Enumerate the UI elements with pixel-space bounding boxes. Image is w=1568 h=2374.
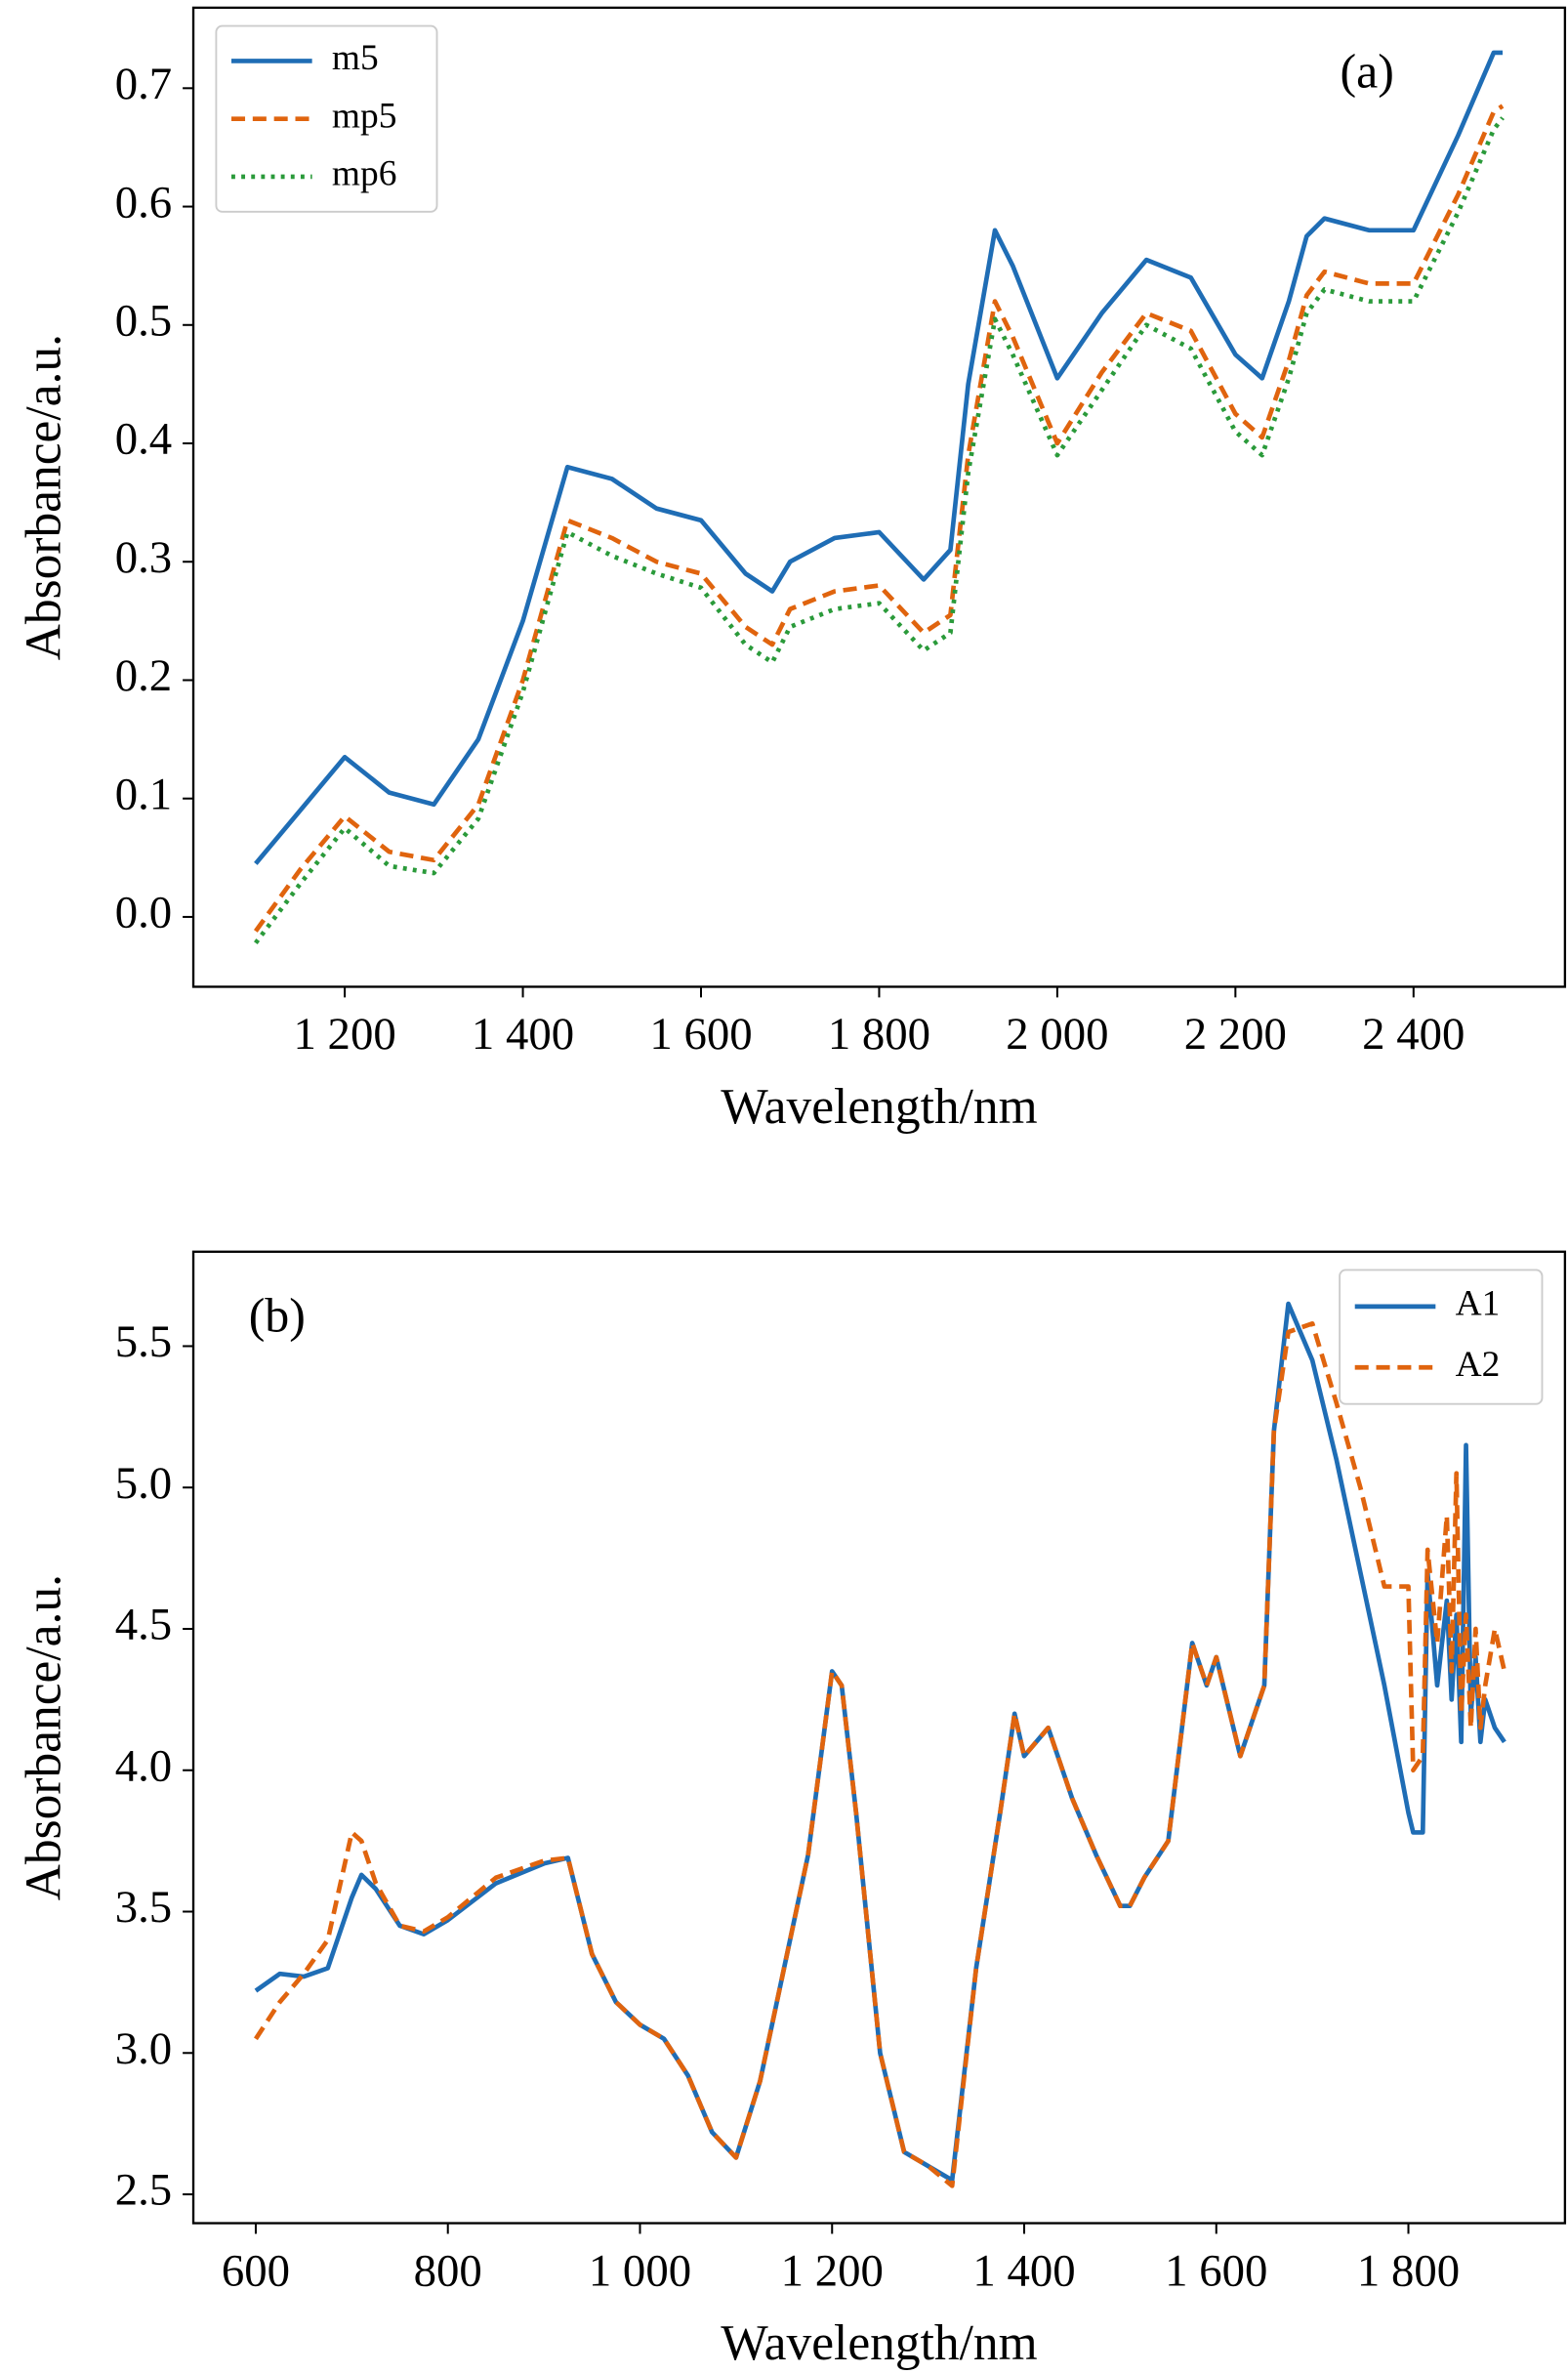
x-tick-label: 2 200: [1184, 1009, 1287, 1060]
y-axis-label: Absorbance/a.u.: [17, 1574, 72, 1900]
x-tick-label: 1 400: [472, 1009, 574, 1060]
x-tick-label: 1 200: [293, 1009, 395, 1060]
y-tick-label: 0.5: [115, 296, 172, 347]
data-line: [254, 116, 1505, 945]
x-tick-label: 1 600: [1165, 2245, 1267, 2296]
y-tick-label: 0.4: [115, 414, 172, 465]
x-tick-label: 1 000: [589, 2245, 691, 2296]
y-tick-label: 5.5: [115, 1316, 172, 1367]
legend-label: m5: [332, 38, 379, 78]
legend-label: mp5: [332, 96, 397, 136]
y-tick-label: 4.5: [115, 1600, 172, 1650]
x-tick-label: 1 600: [649, 1009, 752, 1060]
x-axis-label: Wavelength/nm: [721, 2315, 1037, 2371]
y-tick-label: 3.5: [115, 1882, 172, 1933]
data-line: [254, 1320, 1507, 2188]
y-tick-label: 4.0: [115, 1740, 172, 1791]
y-tick-label: 5.0: [115, 1458, 172, 1509]
legend-label: mp6: [332, 154, 397, 194]
x-tick-label: 2 400: [1362, 1009, 1465, 1060]
y-tick-label: 0.2: [115, 650, 172, 701]
y-tick-label: 0.3: [115, 532, 172, 583]
panel-label: (a): [1341, 44, 1394, 98]
y-tick-label: 0.7: [115, 59, 172, 109]
plot-frame: [191, 1250, 1567, 2225]
data-line: [254, 1301, 1506, 2183]
legend-box: [215, 24, 438, 213]
plot: 600 800 1 000 1 200 1 400 1 600 1 800 2.5 3.0 3.5…: [17, 1250, 1567, 2371]
legend-label: A2: [1456, 1345, 1501, 1385]
plot: 1 200 1 400 1 600 1 800 2 000 2 200 2 400 0.0 0.…: [17, 6, 1567, 1135]
y-axis-label: Absorbance/a.u.: [17, 334, 72, 660]
y-tick-label: 0.0: [115, 888, 172, 938]
panel-label: (b): [249, 1288, 306, 1342]
x-tick-label: 1 800: [828, 1009, 930, 1060]
y-tick-label: 2.5: [115, 2165, 172, 2216]
y-tick-label: 3.0: [115, 2023, 172, 2074]
x-tick-label: 1 400: [972, 2245, 1075, 2296]
data-line: [254, 50, 1504, 865]
x-tick-label: 1 200: [781, 2245, 884, 2296]
legend-label: A1: [1456, 1283, 1501, 1323]
x-tick-label: 1 800: [1357, 2245, 1460, 2296]
y-tick-label: 0.6: [115, 177, 172, 228]
legend-box: [1339, 1269, 1544, 1405]
x-tick-label: 600: [222, 2245, 290, 2296]
plot-frame: [191, 6, 1567, 988]
data-line: [253, 104, 1505, 933]
x-tick-label: 800: [414, 2245, 482, 2296]
x-tick-label: 2 000: [1006, 1009, 1108, 1060]
y-tick-label: 0.1: [115, 769, 172, 819]
x-axis-label: Wavelength/nm: [721, 1079, 1037, 1135]
